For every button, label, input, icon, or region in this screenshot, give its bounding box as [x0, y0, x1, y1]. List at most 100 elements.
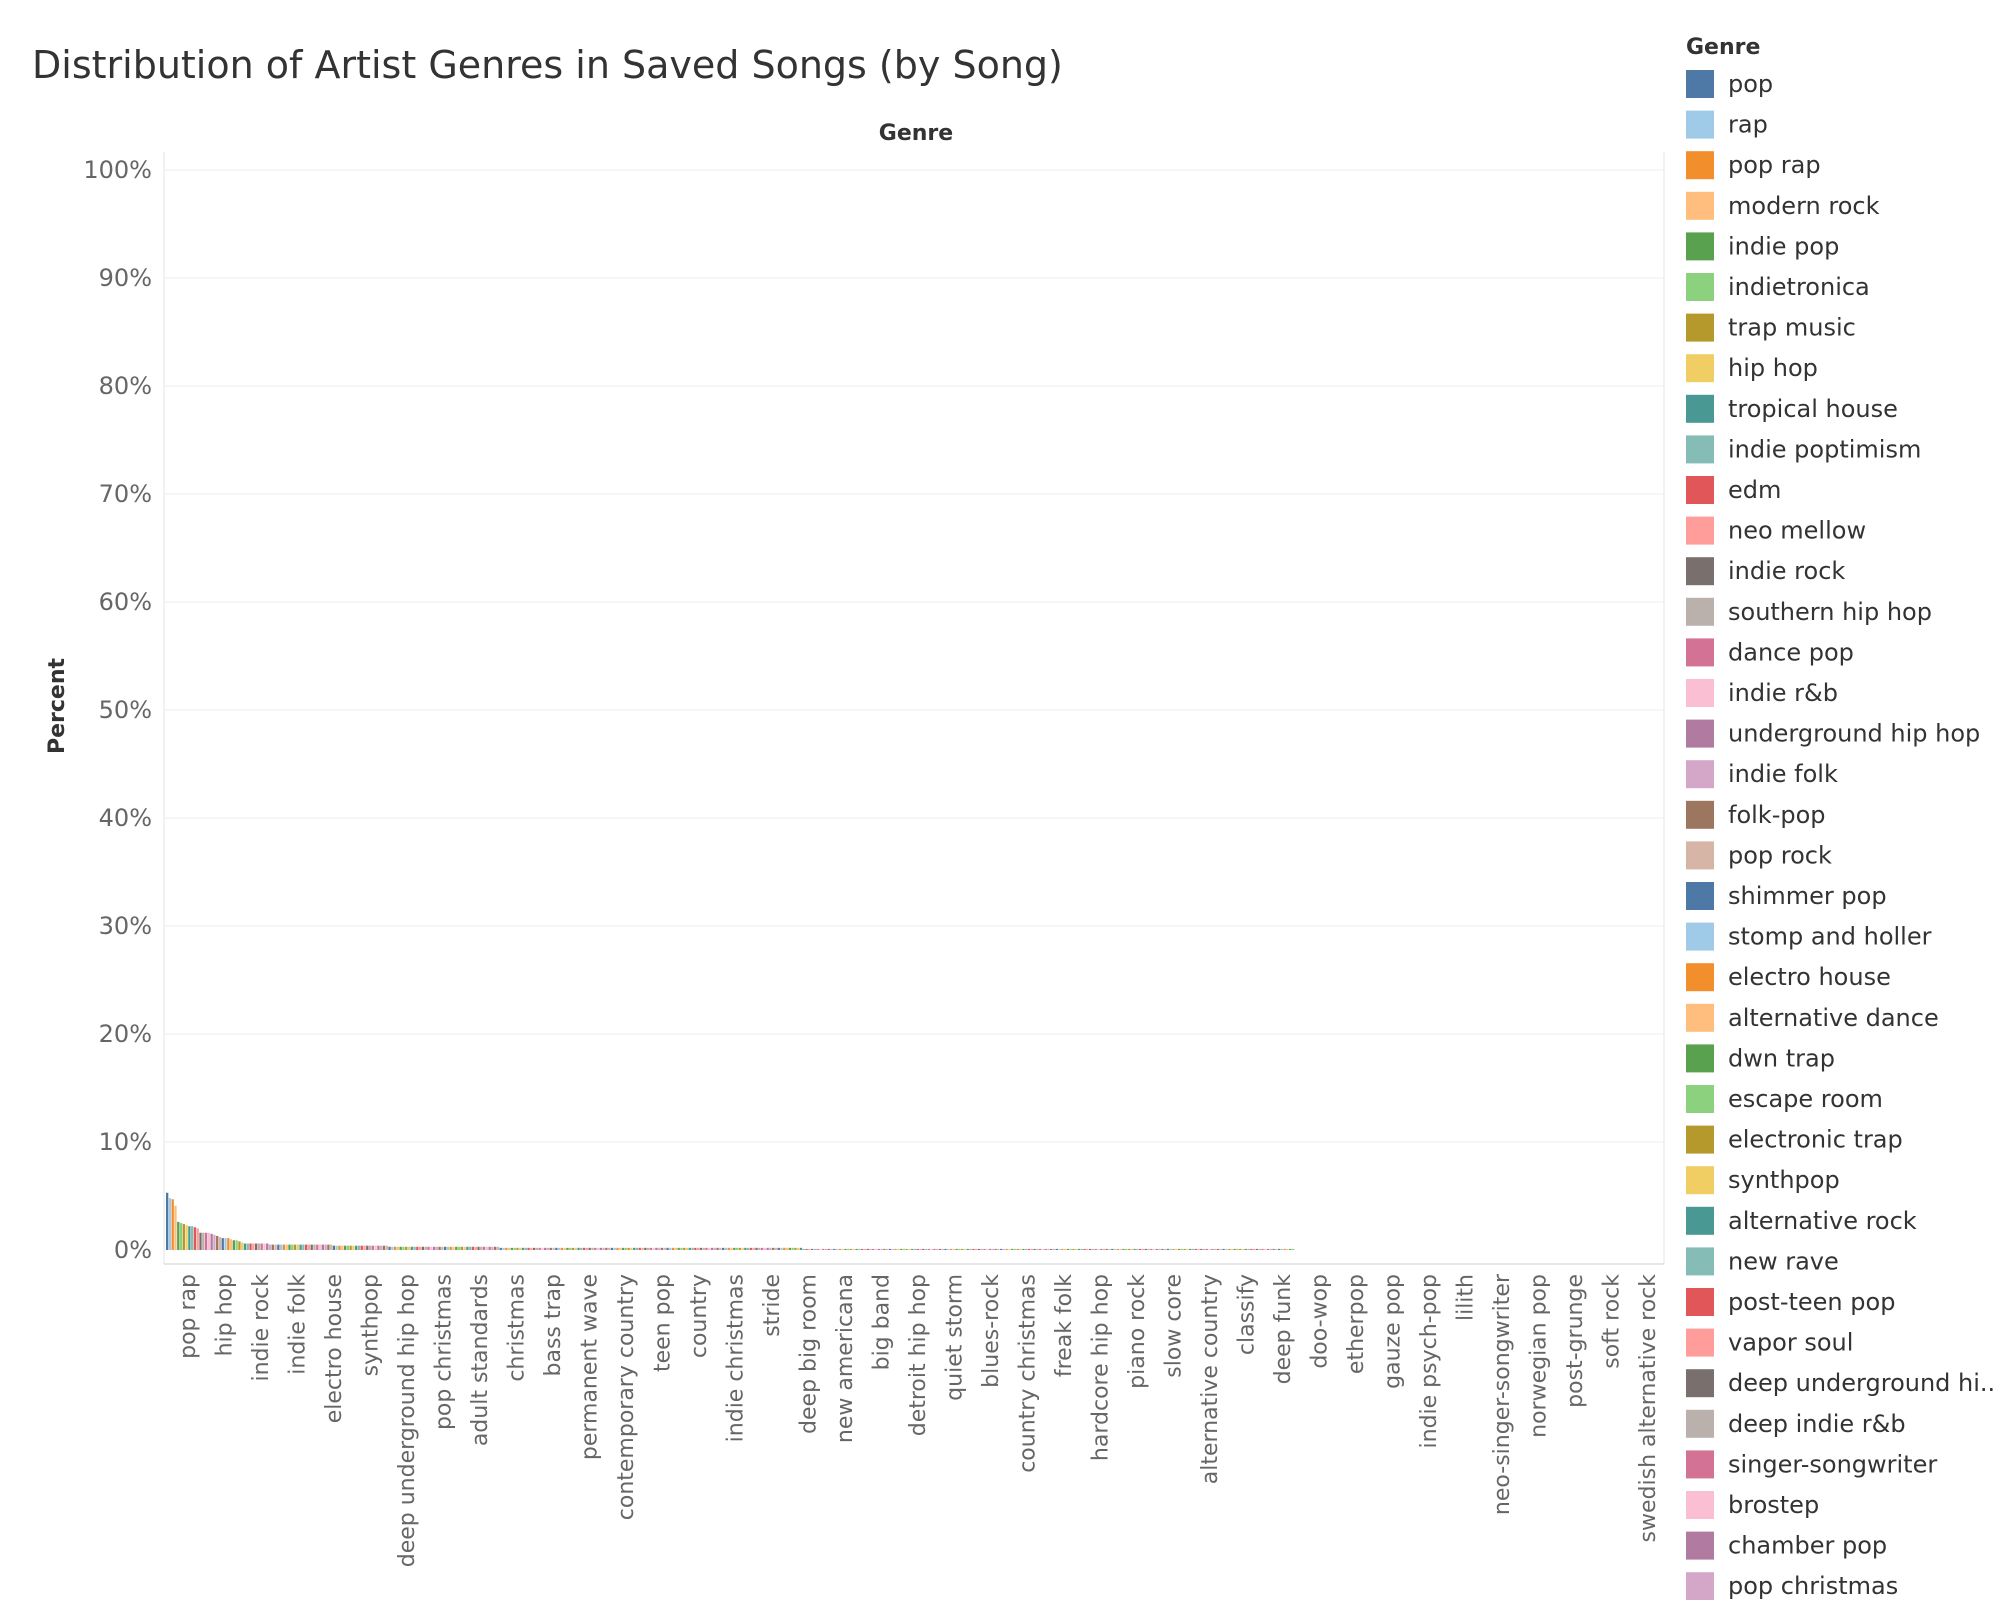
legend-label: brostep: [1728, 1491, 1819, 1519]
bar: [371, 1245, 375, 1250]
legend-label: stomp and holler: [1728, 923, 1932, 951]
bar: [216, 1235, 219, 1250]
bar: [1180, 1248, 1183, 1250]
legend: pop rap pop rap modern rock indie pop indietr…: [1686, 70, 1995, 1600]
bar: [847, 1248, 850, 1250]
bar: [1225, 1248, 1228, 1250]
bar: [1147, 1248, 1150, 1250]
bar: [705, 1247, 708, 1250]
bar: [694, 1247, 697, 1250]
bar: [271, 1244, 274, 1250]
bar: [310, 1244, 313, 1250]
bar: [544, 1247, 547, 1250]
bar: [1275, 1248, 1278, 1250]
bar: [769, 1247, 772, 1250]
bar: [599, 1247, 602, 1250]
legend-label: chamber pop: [1728, 1532, 1887, 1560]
legend-swatch: [1686, 435, 1714, 464]
bar: [1130, 1248, 1133, 1250]
legend-label: edm: [1728, 476, 1781, 504]
legend-label: tropical house: [1728, 395, 1898, 423]
bar: [738, 1247, 741, 1250]
bar: [229, 1239, 233, 1250]
bar: [510, 1247, 514, 1250]
bar: [849, 1248, 853, 1250]
x-tick-label: blues-rock: [979, 1274, 1004, 1388]
bar: [218, 1237, 222, 1250]
x-tick-label: detroit hip hop: [906, 1274, 931, 1436]
bar: [1061, 1248, 1064, 1250]
bar: [555, 1247, 558, 1250]
bar: [877, 1248, 880, 1250]
bar: [168, 1198, 172, 1250]
legend-label: electro house: [1728, 963, 1891, 991]
legend-swatch: [1686, 151, 1714, 180]
bar: [708, 1247, 711, 1250]
legend-swatch: [1686, 882, 1714, 910]
legend-label: vapor soul: [1728, 1329, 1853, 1357]
bar: [427, 1246, 430, 1250]
legend-label: pop rock: [1728, 841, 1832, 869]
bar: [1247, 1248, 1250, 1250]
bar: [460, 1246, 463, 1250]
x-tick-label: country: [687, 1274, 712, 1358]
bar: [257, 1243, 261, 1250]
x-tick-label: country christmas: [1016, 1274, 1041, 1473]
bar: [1052, 1248, 1056, 1250]
legend-label: indie r&b: [1728, 679, 1838, 707]
bar: [1250, 1248, 1253, 1250]
bar: [1258, 1248, 1261, 1250]
bar: [338, 1245, 341, 1250]
bar: [355, 1245, 358, 1250]
bar: [327, 1244, 330, 1250]
bar: [1177, 1248, 1181, 1250]
legend-title: Genre: [1686, 35, 1760, 60]
bar: [810, 1248, 814, 1250]
bar: [1139, 1248, 1142, 1250]
bar: [385, 1245, 388, 1250]
bar: [1150, 1248, 1153, 1250]
bar: [677, 1247, 680, 1250]
bar: [507, 1247, 511, 1250]
legend-swatch: [1686, 1409, 1714, 1438]
bar: [1111, 1248, 1114, 1250]
x-tick-label: bass trap: [541, 1274, 566, 1376]
bar: [224, 1238, 227, 1250]
bar: [252, 1243, 255, 1250]
legend-swatch: [1686, 638, 1714, 667]
bar: [1164, 1248, 1167, 1250]
bar: [722, 1247, 725, 1250]
x-tick-label: alternative country: [1198, 1274, 1223, 1484]
y-tick-label: 40%: [99, 804, 152, 832]
y-tick-label: 50%: [99, 696, 152, 724]
bar: [1202, 1248, 1206, 1250]
bar: [566, 1247, 569, 1250]
bar: [1122, 1248, 1125, 1250]
x-tick-label: post-grunge: [1563, 1274, 1588, 1408]
bar: [974, 1248, 978, 1250]
x-tick-label: etherpop: [1344, 1274, 1369, 1374]
bar: [822, 1248, 825, 1250]
x-tick-label: adult standards: [468, 1274, 493, 1446]
legend-label: alternative dance: [1728, 1004, 1939, 1032]
bar: [688, 1247, 691, 1250]
bar: [166, 1192, 169, 1250]
bar: [744, 1247, 747, 1250]
bar: [1077, 1248, 1081, 1250]
bar: [1152, 1248, 1156, 1250]
y-tick-label: 20%: [99, 1020, 152, 1048]
bar: [1261, 1248, 1264, 1250]
bar: [1011, 1248, 1014, 1250]
bar: [947, 1248, 950, 1250]
y-tick-label: 80%: [99, 372, 152, 400]
legend-swatch: [1686, 1572, 1714, 1600]
bar: [332, 1245, 336, 1250]
bar: [621, 1247, 625, 1250]
bar: [713, 1247, 716, 1250]
bar: [1002, 1248, 1006, 1250]
y-tick-label: 90%: [99, 264, 152, 292]
legend-swatch: [1686, 1531, 1714, 1560]
bar: [1200, 1248, 1203, 1250]
legend-swatch: [1686, 922, 1714, 951]
bar: [1155, 1248, 1158, 1250]
